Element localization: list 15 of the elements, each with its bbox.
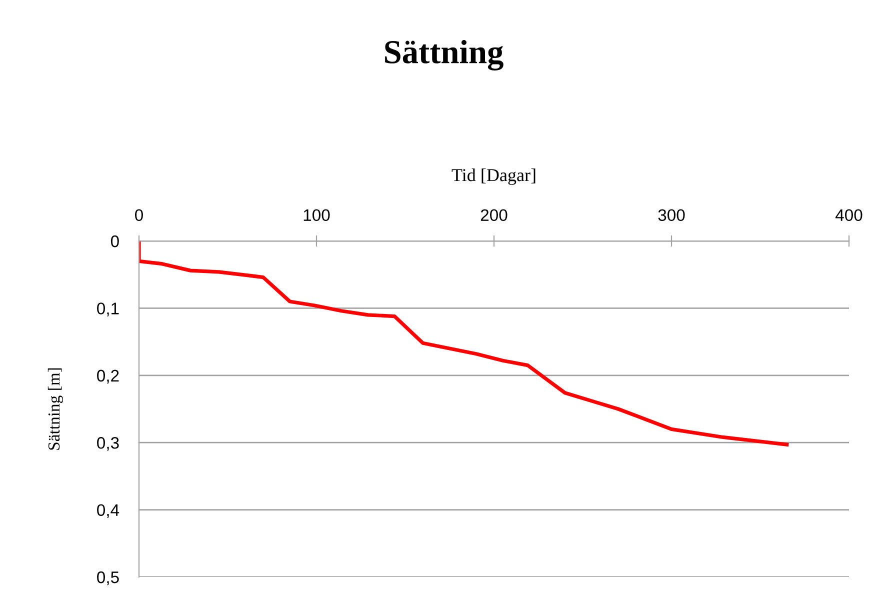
- x-tick-label: 200: [480, 209, 508, 222]
- y-tick-label: 0,5: [97, 571, 119, 586]
- x-tick-label: 100: [304, 209, 330, 222]
- chart-title: Sättning: [385, 40, 504, 70]
- y-tick-label: 0,1: [97, 302, 119, 316]
- y-tick-label: 0,4: [97, 504, 120, 518]
- y-axis-title: Sättning [m]: [48, 368, 64, 450]
- y-tick-label: 0,3: [97, 437, 119, 451]
- y-tick-label: 0: [110, 235, 119, 248]
- x-axis-title: Tid [Dagar]: [452, 168, 536, 185]
- x-tick-label: 0: [135, 209, 143, 222]
- x-tick-label: 300: [658, 209, 685, 222]
- line-series: [139, 241, 789, 446]
- y-tick-label: 0,2: [97, 370, 119, 384]
- x-tick-label: 400: [835, 209, 862, 222]
